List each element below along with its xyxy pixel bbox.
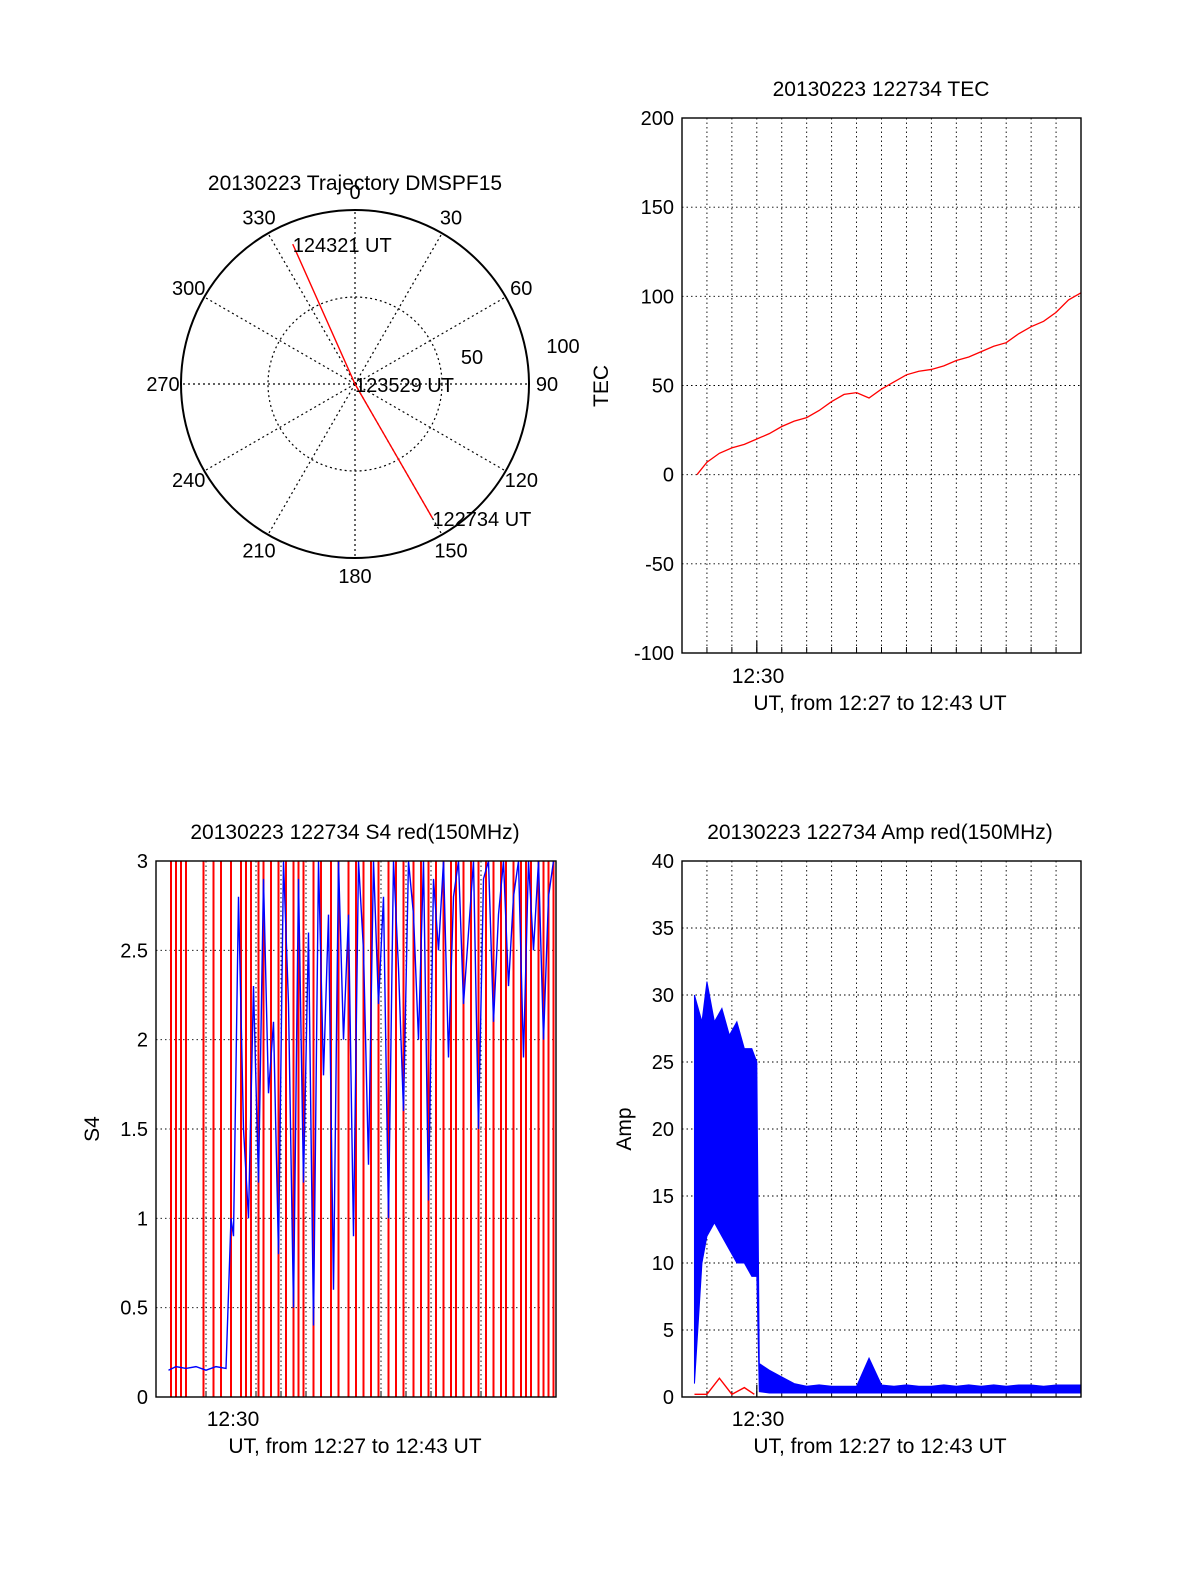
amp-xlabel: UT, from 12:27 to 12:43 UT: [753, 1435, 1006, 1458]
polar-azimuth-label: 150: [434, 540, 467, 562]
trajectory-time-label: 122734 UT: [432, 509, 531, 531]
s4-panel: 20130223 122734 S4 red(150MHz) S4 12:30 …: [81, 821, 557, 1458]
y-tick-label: 0: [663, 465, 674, 487]
y-tick-label: 40: [652, 851, 674, 873]
y-tick-label: 3: [137, 851, 148, 873]
polar-spoke: [267, 233, 356, 385]
polar-radial-label: 100: [546, 336, 579, 358]
polar-outer-ring: [180, 209, 530, 559]
polar-title: 20130223 Trajectory DMSPF15: [208, 172, 502, 195]
polar-azimuth-label: 30: [440, 208, 462, 230]
y-tick-label: 50: [652, 376, 674, 398]
y-tick-label: 200: [641, 108, 674, 130]
amp-ylabel: Amp: [613, 1107, 636, 1150]
y-tick-label: 1.5: [120, 1119, 148, 1141]
trajectory-time-label: 123529 UT: [355, 375, 454, 397]
plot-frame: [155, 860, 557, 1398]
trajectory-line: [292, 243, 434, 519]
polar-azimuth-label: 90: [536, 374, 558, 396]
y-tick-label: 0.5: [120, 1298, 148, 1320]
polar-trajectory-panel: 20130223 Trajectory DMSPF15 0 30 60 90 120 15…: [146, 172, 579, 588]
polar-azimuth-label: 210: [242, 540, 275, 562]
s4-xtick-label: 12:30: [207, 1408, 260, 1431]
polar-azimuth-label: 0: [349, 182, 360, 204]
polar-azimuth-label: 240: [172, 470, 205, 492]
y-tick-label: 2: [137, 1030, 148, 1052]
tec-ylabel: TEC: [590, 365, 613, 407]
y-tick-label: 100: [641, 286, 674, 308]
polar-azimuth-label: 300: [172, 278, 205, 300]
amp-xtick-label: 12:30: [732, 1408, 785, 1431]
tec-title: 20130223 122734 TEC: [773, 78, 990, 101]
polar-radial-label: 50: [461, 347, 483, 369]
y-tick-label: 15: [652, 1186, 674, 1208]
y-tick-label: 20: [652, 1119, 674, 1141]
tec-xlabel: UT, from 12:27 to 12:43 UT: [753, 692, 1006, 715]
amp-panel: 20130223 122734 Amp red(150MHz) Amp 12:3…: [613, 821, 1082, 1458]
polar-azimuth-label: 60: [510, 278, 532, 300]
polar-azimuth-label: 270: [146, 374, 179, 396]
s4-xlabel: UT, from 12:27 to 12:43 UT: [228, 1435, 481, 1458]
amp-title: 20130223 122734 Amp red(150MHz): [707, 821, 1053, 844]
y-tick-label: -50: [645, 554, 674, 576]
y-tick-label: 150: [641, 197, 674, 219]
y-tick-label: 2.5: [120, 940, 148, 962]
amp-blue-series-band: [693, 981, 1082, 1394]
y-tick-label: 35: [652, 918, 674, 940]
y-tick-label: 30: [652, 985, 674, 1007]
y-tick-label: 10: [652, 1253, 674, 1275]
polar-azimuth-label: 330: [242, 208, 275, 230]
y-tick-label: -100: [634, 643, 674, 665]
polar-spoke: [354, 383, 506, 472]
polar-spoke: [204, 296, 356, 385]
tec-panel: 20130223 122734 TEC TEC 12:30 UT, from 1…: [590, 78, 1082, 715]
tec-series-line: [696, 292, 1082, 476]
polar-spoke: [354, 296, 506, 385]
polar-azimuth-label: 180: [338, 566, 371, 588]
y-tick-label: 1: [137, 1208, 148, 1230]
y-tick-label: 0: [137, 1387, 148, 1409]
polar-spoke: [354, 233, 443, 385]
polar-azimuth-label: 120: [505, 470, 538, 492]
s4-title: 20130223 122734 S4 red(150MHz): [190, 821, 519, 844]
s4-blue-series-line: [168, 860, 555, 1371]
polar-spoke: [204, 383, 356, 472]
polar-spoke: [267, 383, 356, 535]
s4-ylabel: S4: [81, 1116, 104, 1142]
y-tick-label: 25: [652, 1052, 674, 1074]
tec-xtick-label: 12:30: [732, 665, 785, 688]
y-tick-label: 5: [663, 1320, 674, 1342]
y-tick-label: 0: [663, 1387, 674, 1409]
amp-red-series-line: [694, 1377, 755, 1396]
plot-frame: [681, 117, 1082, 654]
plot-frame: [681, 860, 1082, 1398]
trajectory-time-label: 124321 UT: [293, 235, 392, 257]
